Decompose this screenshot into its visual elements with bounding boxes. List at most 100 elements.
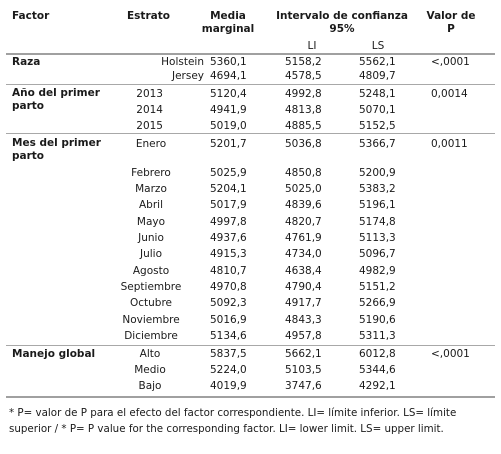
estrato-cell: Marzo xyxy=(135,183,167,195)
estrato-cell: Noviembre xyxy=(122,314,180,326)
p-value: 0,0011 xyxy=(431,138,468,150)
li-cell: 4850,8 xyxy=(285,167,322,179)
li-cell: 5158,2 xyxy=(285,56,322,68)
header-media-marginal: Media marginal xyxy=(201,10,255,35)
media-cell: 5092,3 xyxy=(210,297,247,309)
li-cell: 5103,5 xyxy=(285,364,322,376)
estrato-cell: Holstein xyxy=(161,56,204,68)
estrato-cell: Febrero xyxy=(131,167,171,179)
li-cell: 4957,8 xyxy=(285,330,322,342)
li-cell: 4578,5 xyxy=(285,70,322,82)
li-cell: 4885,5 xyxy=(285,120,322,132)
media-cell: 4997,8 xyxy=(210,216,247,228)
factor-label: Manejo global xyxy=(12,348,96,360)
rule-anio-bottom xyxy=(6,133,495,134)
media-cell: 5224,0 xyxy=(210,364,247,376)
li-cell: 4761,9 xyxy=(285,232,322,244)
li-cell: 4839,6 xyxy=(285,199,322,211)
media-cell: 4810,7 xyxy=(210,265,247,277)
estrato-cell: Octubre xyxy=(129,297,173,309)
ls-cell: 5200,9 xyxy=(359,167,396,179)
media-cell: 4941,9 xyxy=(210,104,247,116)
estrato-cell: Bajo xyxy=(138,380,162,392)
media-cell: 4970,8 xyxy=(210,281,247,293)
ls-cell: 6012,8 xyxy=(359,348,396,360)
media-cell: 5360,1 xyxy=(210,56,247,68)
ls-cell: 5196,1 xyxy=(359,199,396,211)
factor-label: Mes del primer parto xyxy=(12,137,101,162)
header-li: LI xyxy=(307,40,317,52)
p-value: 0,0014 xyxy=(431,88,468,100)
factor-label: Raza xyxy=(12,56,41,68)
factor-label: Año del primer parto xyxy=(12,87,100,112)
rule-table-bottom xyxy=(6,396,495,398)
ls-cell: 4982,9 xyxy=(359,265,396,277)
rule-raza-bottom xyxy=(6,84,495,85)
estrato-cell: Abril xyxy=(139,199,163,211)
estrato-cell: Junio xyxy=(138,232,164,244)
estrato-cell: 2013 xyxy=(136,88,163,100)
media-cell: 4694,1 xyxy=(210,70,247,82)
li-cell: 4638,4 xyxy=(285,265,322,277)
ls-cell: 5113,3 xyxy=(359,232,396,244)
li-cell: 4992,8 xyxy=(285,88,322,100)
ls-cell: 5266,9 xyxy=(359,297,396,309)
li-cell: 4813,8 xyxy=(285,104,322,116)
estrato-cell: Mayo xyxy=(136,216,166,228)
li-cell: 5662,1 xyxy=(285,348,322,360)
media-cell: 5025,9 xyxy=(210,167,247,179)
ls-cell: 5562,1 xyxy=(359,56,396,68)
media-cell: 5017,9 xyxy=(210,199,247,211)
media-cell: 4019,9 xyxy=(210,380,247,392)
media-cell: 5134,6 xyxy=(210,330,247,342)
header-estrato: Estrato xyxy=(127,10,170,22)
table-footnote: * P= valor de P para el efecto del facto… xyxy=(9,407,457,435)
media-cell: 5016,9 xyxy=(210,314,247,326)
p-value: <,0001 xyxy=(431,348,470,360)
li-cell: 5025,0 xyxy=(285,183,322,195)
ls-cell: 5344,6 xyxy=(359,364,396,376)
li-cell: 4843,3 xyxy=(285,314,322,326)
estrato-cell: Medio xyxy=(134,364,166,376)
ls-cell: 5190,6 xyxy=(359,314,396,326)
li-cell: 4820,7 xyxy=(285,216,322,228)
estrato-cell: Diciembre xyxy=(124,330,178,342)
li-cell: 4734,0 xyxy=(285,248,322,260)
p-value: <,0001 xyxy=(431,56,470,68)
ls-cell: 5248,1 xyxy=(359,88,396,100)
media-cell: 5837,5 xyxy=(210,348,247,360)
estrato-cell: Enero xyxy=(135,138,167,150)
ls-cell: 5311,3 xyxy=(359,330,396,342)
media-cell: 5204,1 xyxy=(210,183,247,195)
ls-cell: 5151,2 xyxy=(359,281,396,293)
estrato-cell: Julio xyxy=(139,248,162,260)
header-valor-p: Valor de P xyxy=(426,10,476,35)
estrato-cell: Septiembre xyxy=(120,281,182,293)
ls-cell: 5366,7 xyxy=(359,138,396,150)
ls-cell: 5096,7 xyxy=(359,248,396,260)
rule-header-bottom xyxy=(6,53,495,55)
estrato-cell: Agosto xyxy=(132,265,170,277)
ls-cell: 5070,1 xyxy=(359,104,396,116)
header-factor: Factor xyxy=(12,10,50,22)
estrato-cell: 2015 xyxy=(136,120,163,132)
li-cell: 3747,6 xyxy=(285,380,322,392)
estrato-cell: Alto xyxy=(139,348,161,360)
ls-cell: 5152,5 xyxy=(359,120,396,132)
li-cell: 5036,8 xyxy=(285,138,322,150)
ls-cell: 4292,1 xyxy=(359,380,396,392)
li-cell: 4917,7 xyxy=(285,297,322,309)
ls-cell: 5383,2 xyxy=(359,183,396,195)
header-intervalo-confianza: Intervalo de confianza 95% xyxy=(276,10,408,35)
estrato-cell: 2014 xyxy=(136,104,163,116)
media-cell: 4915,3 xyxy=(210,248,247,260)
media-cell: 4937,6 xyxy=(210,232,247,244)
li-cell: 4790,4 xyxy=(285,281,322,293)
header-ls: LS xyxy=(371,40,385,52)
estrato-cell: Jersey xyxy=(171,70,204,82)
media-cell: 5120,4 xyxy=(210,88,247,100)
ls-cell: 5174,8 xyxy=(359,216,396,228)
rule-mes-bottom xyxy=(6,345,495,346)
media-cell: 5201,7 xyxy=(210,138,247,150)
